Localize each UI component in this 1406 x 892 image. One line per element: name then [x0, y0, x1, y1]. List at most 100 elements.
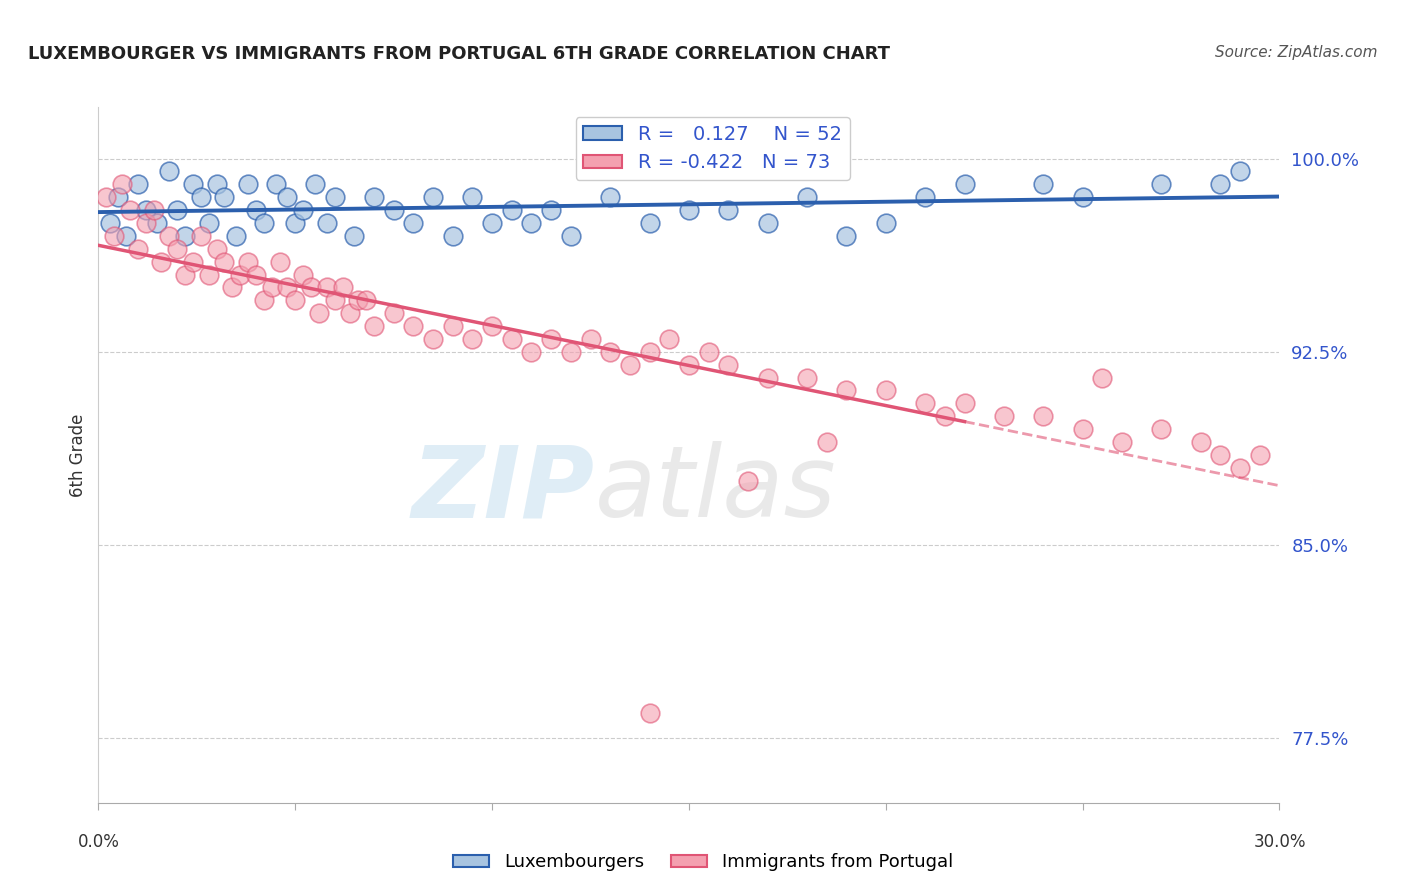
Point	[678, 203, 700, 218]
Point	[354, 293, 377, 308]
Point	[118, 203, 141, 218]
Point	[579, 332, 602, 346]
Point	[520, 216, 543, 230]
Point	[756, 370, 779, 384]
Point	[284, 216, 307, 230]
Point	[347, 293, 370, 308]
Point	[402, 319, 425, 334]
Point	[382, 306, 405, 320]
Point	[269, 254, 291, 268]
Text: atlas: atlas	[595, 442, 837, 538]
Point	[315, 216, 337, 230]
Point	[638, 216, 661, 230]
Point	[540, 203, 562, 218]
Point	[323, 293, 346, 308]
Text: 0.0%: 0.0%	[77, 833, 120, 851]
Point	[323, 190, 346, 204]
Point	[221, 280, 243, 294]
Point	[756, 216, 779, 230]
Point	[638, 344, 661, 359]
Point	[157, 228, 180, 243]
Point	[146, 216, 169, 230]
Point	[540, 332, 562, 346]
Point	[1209, 448, 1232, 462]
Point	[1249, 448, 1271, 462]
Point	[835, 384, 858, 398]
Point	[260, 280, 283, 294]
Text: LUXEMBOURGER VS IMMIGRANTS FROM PORTUGAL 6TH GRADE CORRELATION CHART: LUXEMBOURGER VS IMMIGRANTS FROM PORTUGAL…	[28, 45, 890, 62]
Point	[205, 242, 228, 256]
Point	[914, 190, 936, 204]
Text: 30.0%: 30.0%	[1253, 833, 1306, 851]
Point	[284, 293, 307, 308]
Point	[197, 268, 219, 282]
Point	[166, 242, 188, 256]
Point	[96, 190, 118, 204]
Point	[599, 190, 621, 204]
Legend: Luxembourgers, Immigrants from Portugal: Luxembourgers, Immigrants from Portugal	[446, 847, 960, 879]
Point	[697, 344, 720, 359]
Point	[229, 268, 252, 282]
Point	[276, 280, 298, 294]
Point	[1071, 422, 1094, 436]
Point	[245, 203, 267, 218]
Point	[107, 190, 129, 204]
Point	[1091, 370, 1114, 384]
Point	[299, 280, 322, 294]
Point	[236, 254, 259, 268]
Point	[461, 332, 484, 346]
Point	[914, 396, 936, 410]
Point	[422, 190, 444, 204]
Point	[1229, 460, 1251, 475]
Point	[150, 254, 173, 268]
Point	[190, 228, 212, 243]
Point	[276, 190, 298, 204]
Point	[1189, 435, 1212, 450]
Point	[1150, 422, 1173, 436]
Point	[1111, 435, 1133, 450]
Point	[875, 216, 897, 230]
Point	[638, 706, 661, 720]
Point	[599, 344, 621, 359]
Point	[501, 203, 523, 218]
Point	[253, 216, 276, 230]
Point	[332, 280, 354, 294]
Point	[934, 409, 956, 424]
Point	[560, 228, 582, 243]
Point	[111, 178, 134, 192]
Point	[835, 228, 858, 243]
Point	[953, 396, 976, 410]
Point	[481, 319, 503, 334]
Point	[363, 190, 385, 204]
Point	[1209, 178, 1232, 192]
Point	[382, 203, 405, 218]
Point	[157, 164, 180, 178]
Point	[658, 332, 681, 346]
Point	[501, 332, 523, 346]
Point	[343, 228, 366, 243]
Point	[875, 384, 897, 398]
Point	[619, 358, 641, 372]
Point	[717, 358, 740, 372]
Point	[308, 306, 330, 320]
Point	[236, 178, 259, 192]
Point	[181, 254, 204, 268]
Point	[127, 242, 149, 256]
Point	[339, 306, 361, 320]
Point	[205, 178, 228, 192]
Point	[225, 228, 247, 243]
Point	[363, 319, 385, 334]
Point	[560, 344, 582, 359]
Point	[115, 228, 138, 243]
Point	[197, 216, 219, 230]
Point	[245, 268, 267, 282]
Text: Source: ZipAtlas.com: Source: ZipAtlas.com	[1215, 45, 1378, 60]
Point	[796, 370, 818, 384]
Point	[1032, 178, 1054, 192]
Point	[678, 358, 700, 372]
Point	[174, 268, 197, 282]
Point	[315, 280, 337, 294]
Point	[127, 178, 149, 192]
Point	[815, 435, 838, 450]
Point	[253, 293, 276, 308]
